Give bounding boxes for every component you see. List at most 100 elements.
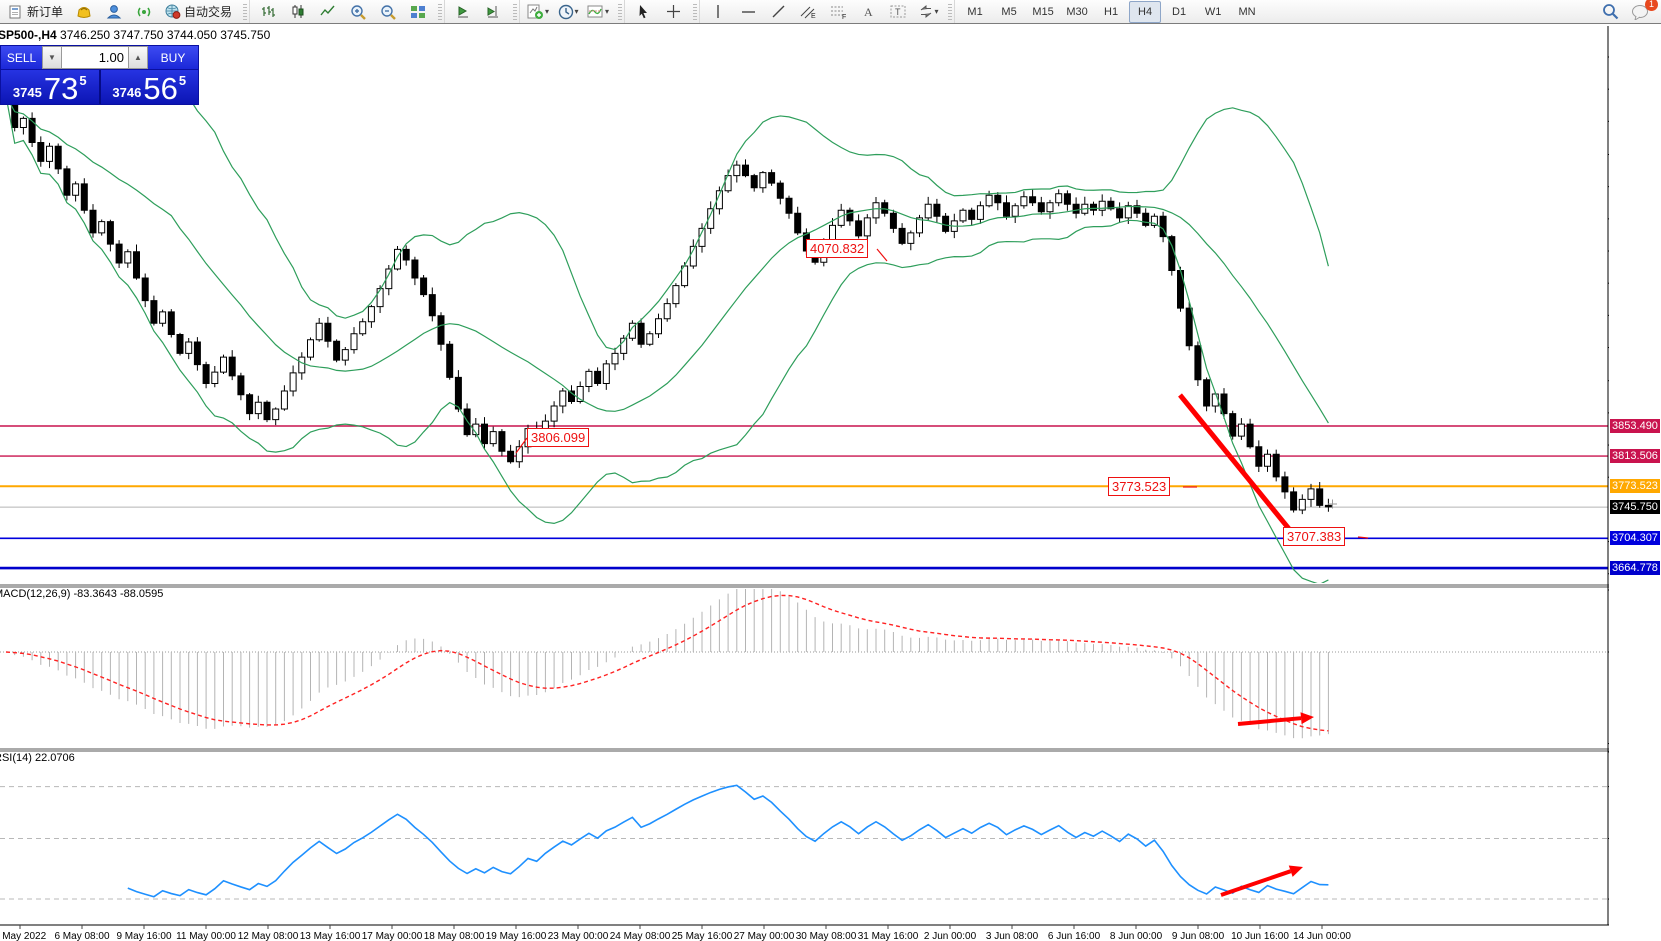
price-callout[interactable]: 4070.832: [806, 239, 869, 258]
search-button[interactable]: [1596, 1, 1624, 23]
trend-arrow: [1237, 712, 1314, 726]
bars-chart-button[interactable]: [254, 1, 282, 23]
timeframe-group: M1 M5 M15 M30 H1 H4 D1 W1 MN: [954, 0, 1267, 23]
timeframe-m15[interactable]: M15: [1032, 5, 1054, 18]
chart-title: SP500-,H4 3746.250 3747.750 3744.050 374…: [0, 28, 270, 42]
cursor-icon: [639, 5, 648, 19]
rsi-plot: [0, 784, 1608, 900]
tile-windows-icon: [411, 6, 426, 18]
zoom-out-button[interactable]: [374, 1, 402, 23]
deposit-button[interactable]: [70, 1, 98, 23]
time-tick-label: 30 May 08:00: [796, 931, 857, 941]
dropdown-caret: ▾: [934, 7, 939, 16]
arrows-tool-button[interactable]: ▾: [914, 1, 942, 23]
crosshair-tool-button[interactable]: [659, 1, 687, 23]
channel-icon: E: [800, 6, 816, 19]
new-order-button[interactable]: 新订单: [4, 1, 68, 23]
timeframe-m5[interactable]: M5: [1001, 5, 1017, 18]
time-tick-label: 18 May 08:00: [424, 931, 485, 941]
buy-price-big: 56: [143, 71, 178, 106]
hline-tool-button[interactable]: [734, 1, 762, 23]
chart-canvas[interactable]: 4343.6054300.8704258.1354214.1054171.370…: [0, 24, 1661, 941]
chart-shift-button[interactable]: [479, 1, 507, 23]
bollinger-lower: [5, 95, 1329, 583]
volume-down-button[interactable]: ▼: [42, 46, 62, 69]
buy-price-prefix: 3746: [112, 85, 142, 100]
autotrade-label: 自动交易: [184, 5, 233, 19]
sell-button[interactable]: SELL: [1, 46, 42, 69]
timeframe-mn[interactable]: MN: [1238, 5, 1256, 18]
buy-price-sup: 5: [178, 73, 187, 88]
chart-window[interactable]: 4343.6054300.8704258.1354214.1054171.370…: [0, 24, 1661, 941]
autoscroll-button[interactable]: [449, 1, 477, 23]
buy-button[interactable]: BUY: [148, 46, 198, 69]
bollinger-upper: [5, 74, 1329, 351]
trendline-tool-button[interactable]: [764, 1, 792, 23]
profiles-button[interactable]: ▾: [554, 1, 582, 23]
timeframe-w1[interactable]: W1: [1204, 5, 1222, 18]
buy-price[interactable]: 3746 56 5: [100, 70, 198, 106]
autotrade-button[interactable]: 自动交易: [160, 1, 237, 23]
time-tick-label: 27 May 00:00: [734, 931, 795, 941]
toolbar-grip: [618, 3, 623, 20]
tile-windows-button[interactable]: [404, 1, 432, 23]
timeframe-d1[interactable]: D1: [1172, 5, 1187, 18]
sell-price[interactable]: 3745 73 5: [1, 70, 101, 104]
new-chart-button[interactable]: ▾: [524, 1, 552, 23]
price-callout[interactable]: 3806.099: [527, 428, 590, 447]
timeframe-m1[interactable]: M1: [967, 5, 983, 18]
fibonacci-tool-button[interactable]: F: [824, 1, 852, 23]
zoom-in-button[interactable]: [344, 1, 372, 23]
cursor-tool-button[interactable]: [629, 1, 657, 23]
callout-leader: [876, 248, 888, 262]
ohlc-readout: 3746.250 3747.750 3744.050 3745.750: [60, 28, 271, 42]
text-tool-button[interactable]: A: [854, 1, 882, 23]
chat-badge: 1: [1645, 0, 1658, 11]
level-price-tag: 3813.506: [1610, 449, 1660, 464]
time-tick-label: 25 May 16:00: [672, 931, 733, 941]
indicators-button[interactable]: ▾: [584, 1, 612, 23]
arrows-icon: [920, 4, 931, 19]
vline-icon: [717, 5, 719, 18]
signals-button[interactable]: [130, 1, 158, 23]
price-callout[interactable]: 3707.383: [1283, 527, 1346, 546]
community-button[interactable]: [100, 1, 128, 23]
symbol-period-label: SP500-,H4: [0, 28, 57, 42]
profiles-clock-icon: [558, 4, 573, 19]
level-price-tag: 3853.490: [1610, 419, 1660, 433]
candles-chart-button[interactable]: [284, 1, 312, 23]
volume-input[interactable]: [62, 46, 128, 69]
macd-histogram: [14, 589, 1329, 739]
bull-candles: [19, 117, 1315, 511]
autotrade-icon: [165, 4, 181, 19]
bars-chart-icon: [262, 6, 276, 17]
vline-tool-button[interactable]: [704, 1, 732, 23]
timeframe-h1[interactable]: H1: [1104, 5, 1119, 18]
time-tick-label: 24 May 08:00: [610, 931, 671, 941]
volume-up-button[interactable]: ▲: [128, 46, 148, 69]
timeframe-m30[interactable]: M30: [1066, 5, 1088, 18]
time-tick-label: 13 May 16:00: [300, 931, 361, 941]
dropdown-caret: ▾: [545, 7, 550, 16]
time-tick-label: 11 May 00:00: [176, 931, 236, 941]
rsi-line: [127, 784, 1329, 898]
label-icon: T: [890, 5, 906, 18]
channel-tool-button[interactable]: E: [794, 1, 822, 23]
chat-button[interactable]: 1: [1626, 0, 1658, 23]
time-tick-label: 14 Jun 00:00: [1293, 931, 1351, 941]
macd-plot: [0, 589, 1608, 739]
price-callout[interactable]: 3773.523: [1108, 477, 1171, 496]
last-bar-cursor: [1328, 499, 1337, 509]
level-price-tag: 3664.778: [1610, 561, 1660, 576]
dropdown-caret: ▾: [605, 7, 610, 16]
trendline-icon: [772, 5, 785, 18]
time-tick-label: 10 Jun 16:00: [1231, 931, 1289, 941]
trend-arrow: [1220, 865, 1303, 897]
line-chart-button[interactable]: [314, 1, 342, 23]
line-chart-icon: [320, 5, 335, 16]
label-tool-button[interactable]: T: [884, 1, 912, 23]
timeframe-h4[interactable]: H4: [1129, 0, 1162, 23]
hline-icon: [741, 11, 755, 13]
sell-price-big: 73: [43, 71, 79, 106]
